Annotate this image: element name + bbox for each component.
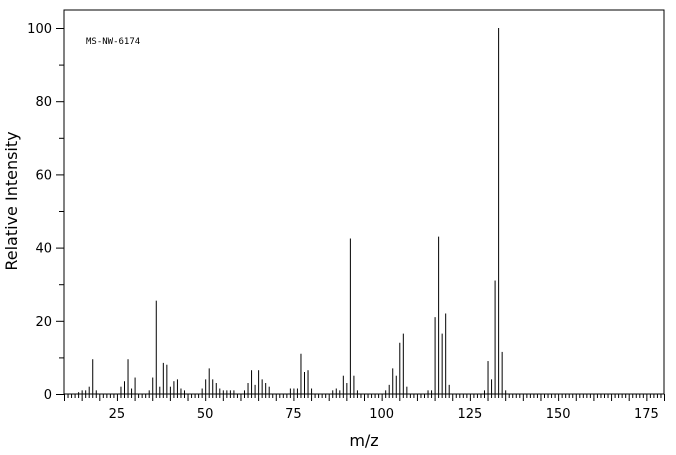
x-tick-label: 150 (546, 407, 571, 422)
peak-bars (78, 28, 507, 394)
y-tick-label: 60 (35, 168, 52, 183)
y-tick-label: 20 (35, 315, 52, 330)
x-axis-ticks: 25 50 75 100 125 150 175 (64, 394, 665, 422)
x-tick-label: 50 (197, 407, 214, 422)
y-tick-label: 100 (27, 22, 52, 37)
x-tick-label: 100 (369, 407, 394, 422)
x-tick-label: 75 (285, 407, 302, 422)
spectrum-id-annotation: MS-NW-6174 (86, 37, 140, 47)
y-tick-label: 0 (44, 388, 52, 403)
x-tick-label: 125 (457, 407, 482, 422)
y-tick-label: 40 (35, 242, 52, 257)
y-tick-label: 80 (35, 95, 52, 110)
x-tick-label: 25 (109, 407, 126, 422)
x-tick-label: 175 (634, 407, 659, 422)
x-axis-title: m/z (349, 431, 378, 450)
y-axis-title: Relative Intensity (2, 131, 21, 270)
y-axis-ticks: 0 20 40 60 80 100 (27, 22, 64, 403)
